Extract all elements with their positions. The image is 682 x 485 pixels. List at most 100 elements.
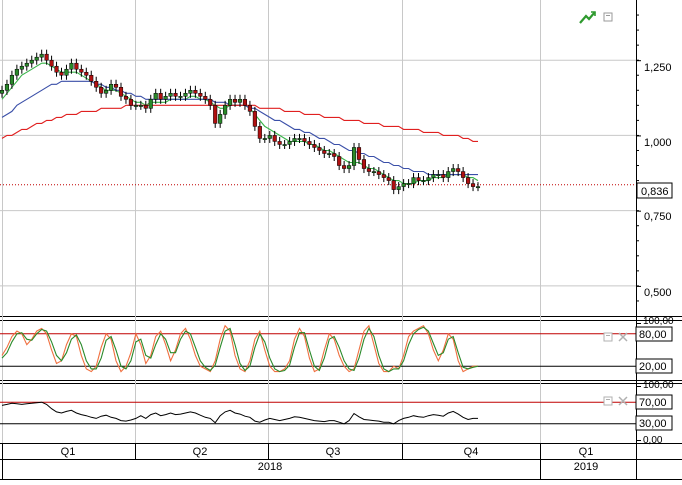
candle-body — [14, 68, 19, 76]
candle-body — [232, 99, 238, 103]
candle-body — [188, 90, 193, 94]
candle-body — [466, 177, 471, 184]
candle-body — [451, 168, 456, 172]
candle-body — [401, 183, 406, 187]
stoch-tick-label: 20,00 — [639, 361, 667, 373]
candle-body — [49, 59, 54, 67]
candle-body — [456, 168, 461, 172]
candle-body — [356, 147, 362, 160]
candle-body — [347, 165, 352, 169]
stoch-main-line — [1, 326, 479, 373]
candle-body — [158, 93, 163, 100]
price-tick-label: 0,750 — [644, 211, 672, 223]
candle-body — [267, 135, 272, 139]
rsi-upper-marker — [635, 394, 673, 410]
rsi-tick-label: 30,00 — [639, 418, 667, 430]
rsi-tick-label: 70,00 — [639, 397, 667, 409]
candle-body — [24, 62, 29, 67]
quarter-label: Q1 — [579, 446, 594, 458]
stoch-tick-label: 100,00 — [643, 316, 674, 327]
candle-body — [441, 174, 446, 178]
price-tick-label: 0,500 — [644, 287, 672, 299]
stoch-lower-marker — [635, 358, 673, 374]
candle-body — [322, 150, 327, 154]
candle-body — [193, 90, 198, 94]
candle-body — [183, 93, 188, 97]
quarter-label: Q4 — [464, 446, 479, 458]
rsi-tick-label: 100,00 — [643, 380, 674, 391]
stoch-upper-marker — [635, 326, 673, 342]
candle-body — [203, 96, 208, 100]
restore-window-icon[interactable] — [603, 332, 613, 342]
candle-body — [39, 53, 44, 58]
close-icon[interactable] — [618, 332, 628, 342]
candle-body — [421, 180, 426, 183]
candle-body — [208, 99, 213, 106]
candle-body — [461, 171, 466, 178]
rsi-panel[interactable] — [0, 401, 636, 425]
price-panel[interactable] — [0, 49, 636, 195]
candle-body — [277, 141, 282, 145]
candle-body — [9, 74, 14, 85]
restore-window-icon[interactable] — [603, 12, 613, 22]
candle-body — [54, 65, 59, 73]
stochastic-panel[interactable] — [0, 324, 636, 373]
candle-body — [426, 177, 431, 181]
line-chart-icon[interactable] — [579, 11, 596, 24]
candle-body — [198, 93, 203, 97]
candle-body — [386, 177, 391, 181]
candle-body — [391, 180, 396, 190]
quarter-label: Q1 — [61, 446, 76, 458]
restore-window-icon[interactable] — [603, 396, 613, 406]
price-tick-label: 1,250 — [644, 62, 672, 74]
candle-body — [262, 138, 267, 140]
candle-body — [237, 99, 243, 103]
stoch-tick-label: 80,00 — [639, 329, 667, 341]
candle-body — [34, 56, 39, 61]
candle-body — [252, 111, 257, 127]
candle-body — [59, 71, 64, 76]
candle-body — [431, 174, 436, 178]
candle-body — [64, 68, 69, 76]
candle-body — [351, 147, 357, 166]
candle-body — [218, 114, 223, 124]
candle-body — [312, 144, 317, 148]
candle-body — [128, 99, 133, 106]
candle-body — [89, 74, 94, 82]
candle-body — [153, 93, 158, 100]
candle-body — [19, 65, 24, 70]
candle-body — [74, 62, 79, 70]
candle-body — [168, 93, 173, 97]
candle-body — [79, 68, 84, 73]
quarter-label: Q3 — [326, 446, 341, 458]
candle-body — [371, 171, 376, 173]
candle-body — [287, 141, 292, 145]
candle-body — [242, 99, 248, 106]
candle-body — [416, 177, 421, 181]
rsi-line — [1, 401, 478, 425]
candle-body — [257, 126, 262, 139]
candle-body — [178, 96, 183, 98]
candle-body — [436, 174, 441, 177]
close-icon[interactable] — [618, 396, 628, 406]
candle-body — [109, 84, 114, 91]
candle-body — [123, 96, 129, 100]
candle-body — [376, 171, 381, 175]
price-tick-label: 1,000 — [644, 137, 672, 149]
rsi-lower-marker — [635, 415, 673, 431]
candle-body — [173, 93, 178, 97]
rsi-tick-label: 0,00 — [643, 435, 663, 446]
candle-body — [213, 105, 218, 124]
candle-body — [29, 59, 34, 64]
candle-body — [337, 156, 342, 166]
candle-body — [302, 138, 307, 142]
candle-body — [307, 141, 312, 145]
candle-body — [247, 105, 252, 112]
candle-body — [118, 87, 124, 97]
candle-body — [113, 84, 119, 88]
candle-body — [317, 147, 322, 151]
candle-body — [138, 105, 143, 107]
candle-body — [148, 99, 153, 109]
candle-body — [475, 186, 481, 189]
